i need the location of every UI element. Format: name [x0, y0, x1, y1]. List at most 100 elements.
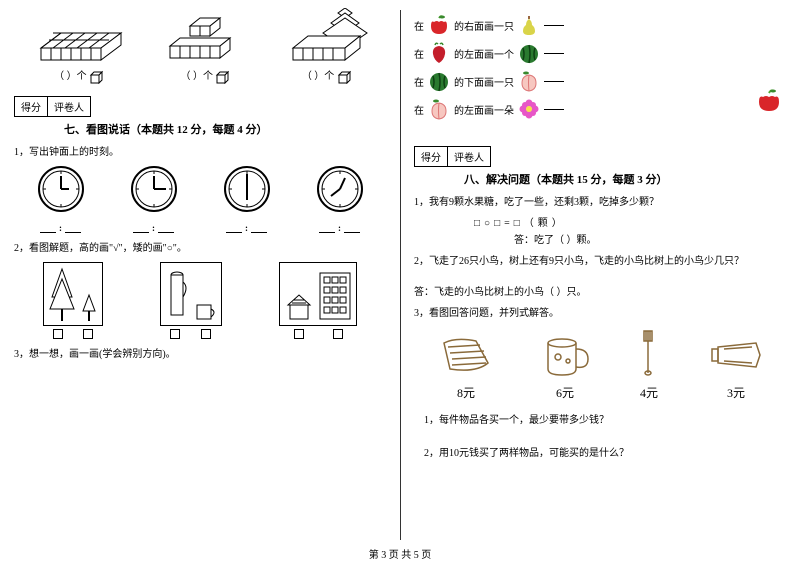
answer-1: 答：吃了（ ）颗。: [514, 231, 786, 246]
clock-time-blank[interactable]: :: [129, 223, 179, 233]
toothpaste-icon: [708, 333, 764, 377]
clock-time-blank[interactable]: :: [315, 223, 365, 233]
thermos-icon: [165, 267, 189, 321]
blank-line[interactable]: [544, 53, 564, 54]
equation-blank[interactable]: □○□=□（颗）: [474, 214, 786, 229]
checkbox[interactable]: [83, 329, 93, 339]
q8-3: 3，看图回答问题，并列式解答。: [414, 304, 786, 319]
answer-2: 答：飞走的小鸟比树上的小鸟（ ）只。: [414, 283, 786, 298]
compare-pair-1: [43, 262, 103, 339]
cube-group-2: （ ）个: [160, 8, 250, 84]
small-house-icon: [284, 267, 314, 321]
price-2: 6元: [540, 384, 590, 401]
score-label: 得分: [415, 147, 448, 166]
cube-stack-icon: [31, 8, 127, 64]
score-label: 得分: [15, 97, 48, 116]
radish-icon: [428, 42, 450, 64]
text: 的左面画一朵: [454, 102, 514, 117]
watermelon-icon: [518, 42, 540, 64]
clock-icon: [315, 164, 365, 214]
items-row: 8元 6元 4元 3元: [414, 329, 786, 401]
price-3: 4元: [634, 384, 664, 401]
checkbox[interactable]: [53, 329, 63, 339]
text: 在: [414, 102, 424, 117]
section-8-header: 得分 评卷人 八、解决问题（本题共 15 分，每题 3 分）: [414, 140, 786, 187]
clock-time-blank[interactable]: :: [36, 223, 86, 233]
clock-icon: [129, 164, 179, 214]
text: 在: [414, 74, 424, 89]
cup-icon: [193, 267, 217, 321]
q7-1: 1，写出钟面上的时刻。: [14, 143, 386, 158]
cube-group-3: （ ）个: [283, 8, 369, 84]
q8-2: 2，飞走了26只小鸟，树上还有9只小鸟，飞走的小鸟比树上的小鸟少几只？: [414, 252, 786, 267]
checkbox[interactable]: [201, 329, 211, 339]
left-column: （ ）个: [0, 0, 400, 540]
clocks-row: : : : :: [14, 164, 386, 233]
mug-icon: [540, 333, 590, 377]
small-cube-icon: [215, 70, 229, 84]
flower-icon: [518, 98, 540, 120]
cube-group-1: （ ）个: [31, 8, 127, 84]
toothbrush-icon: [634, 329, 664, 377]
blank-line[interactable]: [544, 81, 564, 82]
fruit-line-3: 在 的下面画一只: [414, 70, 786, 92]
q8-3-2: 2，用10元钱买了两样物品，可能买的是什么？: [424, 444, 786, 459]
text: 的下面画一只: [454, 74, 514, 89]
text: 在: [414, 46, 424, 61]
pear-icon: [518, 14, 540, 36]
checkbox[interactable]: [170, 329, 180, 339]
watermelon-icon: [428, 70, 450, 92]
clock-time-blank[interactable]: :: [222, 223, 272, 233]
grader-label: 评卷人: [448, 147, 490, 166]
item-toothpaste: 3元: [708, 333, 764, 401]
fruit-line-2: 在 的左面画一个: [414, 42, 786, 64]
item-toothbrush: 4元: [634, 329, 664, 401]
clock-icon: [222, 164, 272, 214]
section-7-header: 得分 评卷人 七、看图说话（本题共 12 分，每题 4 分）: [14, 90, 386, 137]
cube-figures-row: （ ）个: [14, 8, 386, 84]
fruit-line-1: 在 的右面画一只: [414, 14, 786, 36]
checkbox[interactable]: [333, 329, 343, 339]
text: 的左面画一个: [454, 46, 514, 61]
clock-icon: [36, 164, 86, 214]
compare-pair-3: [279, 262, 357, 339]
text: 在: [414, 18, 424, 33]
small-cube-icon: [89, 70, 103, 84]
clock-4: :: [315, 164, 365, 233]
score-box: 得分 评卷人: [14, 96, 91, 117]
clock-2: :: [129, 164, 179, 233]
section-7-title: 七、看图说话（本题共 12 分，每题 4 分）: [64, 124, 268, 136]
item-towel: 8元: [436, 333, 496, 401]
cube-label-1: （ ）个: [54, 71, 87, 82]
peach-icon: [428, 98, 450, 120]
q7-2: 2，看图解题，高的画"√"，矮的画"○"。: [14, 239, 386, 254]
right-column: 在 的右面画一只 在 的左面画一个 在 的下面画一只 在 的左面画一朵: [400, 0, 800, 540]
cube-l-icon: [160, 8, 250, 64]
short-tree-icon: [80, 267, 98, 321]
page-footer: 第 3 页 共 5 页: [0, 540, 800, 561]
cube-pyramid-icon: [283, 8, 369, 64]
q8-3-1: 1，每件物品各买一个，最少要带多少钱？: [424, 411, 786, 426]
q8-1: 1，我有9颗水果糖，吃了一些，还剩3颗，吃掉多少颗？: [414, 193, 786, 208]
text: 的右面画一只: [454, 18, 514, 33]
clock-1: :: [36, 164, 86, 233]
blank-line[interactable]: [544, 25, 564, 26]
compare-pair-2: [160, 262, 222, 339]
cube-label-2: （ ）个: [180, 71, 213, 82]
price-4: 3元: [708, 384, 764, 401]
tall-tree-icon: [48, 267, 76, 321]
small-cube-icon: [337, 70, 351, 84]
score-box: 得分 评卷人: [414, 146, 491, 167]
blank-line[interactable]: [544, 109, 564, 110]
floating-apple-icon: [756, 88, 782, 117]
item-mug: 6元: [540, 333, 590, 401]
fruit-line-4: 在 的左面画一朵: [414, 98, 786, 120]
checkbox[interactable]: [294, 329, 304, 339]
cube-label-3: （ ）个: [302, 71, 335, 82]
apple-icon: [428, 14, 450, 36]
section-8-title: 八、解决问题（本题共 15 分，每题 3 分）: [464, 174, 668, 186]
compare-row: [14, 262, 386, 339]
price-1: 8元: [436, 384, 496, 401]
clock-3: :: [222, 164, 272, 233]
column-divider: [400, 10, 401, 540]
